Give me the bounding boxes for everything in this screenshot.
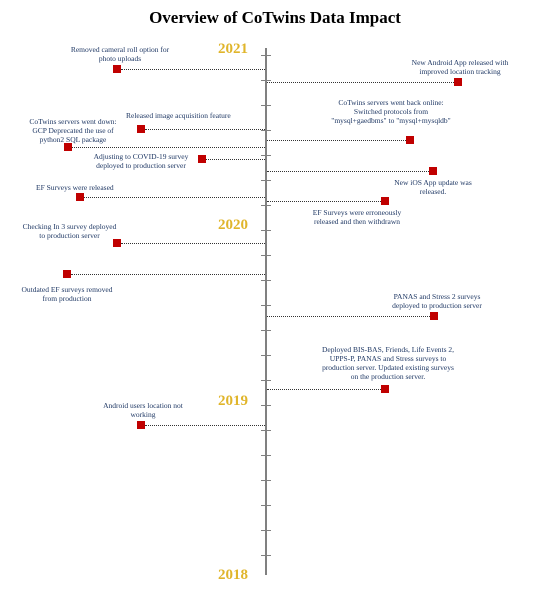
event-label: Outdated EF surveys removed from product… [21,285,113,303]
axis-tick [261,355,271,356]
year-label-2020: 2020 [218,217,248,233]
event-marker [381,385,389,393]
axis-tick [261,505,271,506]
event-connector [121,69,265,70]
event-marker [406,136,414,144]
event-connector [267,316,430,317]
event-connector [121,243,265,244]
event-marker [429,167,437,175]
event-marker [454,78,462,86]
axis-tick [261,380,271,381]
event-label: Removed cameral roll option for photo up… [70,45,170,63]
year-label-2018: 2018 [218,567,248,583]
axis-tick [261,80,271,81]
event-label: New iOS App update was released. [394,178,472,196]
event-label: EF Surveys were released [36,183,114,192]
timeline-axis [265,48,267,575]
event-connector [267,389,381,390]
axis-tick [261,305,271,306]
event-marker [64,143,72,151]
event-marker [137,421,145,429]
event-marker [381,197,389,205]
event-label: New Android App released with improved l… [411,58,509,76]
event-connector [71,274,265,275]
event-label: Android users location not working [103,401,183,419]
event-label: EF Surveys were erroneously released and… [312,208,402,226]
event-connector [267,201,381,202]
event-connector [84,197,265,198]
axis-tick [261,330,271,331]
axis-tick [261,230,271,231]
axis-tick [261,105,271,106]
event-marker [113,65,121,73]
axis-tick [261,255,271,256]
event-marker [113,239,121,247]
year-label-2019: 2019 [218,393,248,409]
axis-tick [261,530,271,531]
axis-tick [261,430,271,431]
event-marker [63,270,71,278]
axis-tick [261,280,271,281]
event-connector [267,82,454,83]
axis-tick [261,455,271,456]
event-connector [72,147,265,148]
event-connector [145,425,265,426]
event-connector [145,129,265,130]
axis-tick [261,180,271,181]
axis-tick [261,480,271,481]
event-connector [206,159,265,160]
axis-tick [261,405,271,406]
event-label: CoTwins servers went back online: Switch… [331,98,451,125]
event-label: Checking In 3 survey deployed to product… [22,222,117,240]
event-marker [430,312,438,320]
axis-tick [261,205,271,206]
event-label: Deployed BIS-BAS, Friends, Life Events 2… [321,345,455,381]
event-label: CoTwins servers went down: GCP Deprecate… [29,117,117,144]
axis-tick [261,555,271,556]
event-label: PANAS and Stress 2 surveys deployed to p… [392,292,482,310]
axis-tick [261,55,271,56]
event-marker [198,155,206,163]
axis-tick [261,155,271,156]
year-label-2021: 2021 [218,41,248,57]
event-label: Adjusting to COVID-19 survey deployed to… [93,152,189,170]
page-title: Overview of CoTwins Data Impact [149,8,401,27]
event-label: Released image acquisition feature [126,111,231,120]
event-connector [267,171,429,172]
axis-tick [261,130,271,131]
event-marker [76,193,84,201]
event-marker [137,125,145,133]
event-connector [267,140,406,141]
